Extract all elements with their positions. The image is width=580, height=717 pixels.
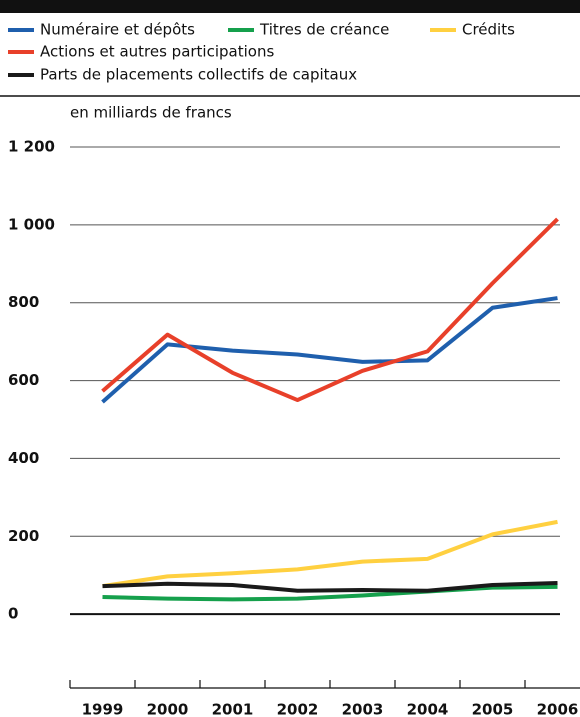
x-tick-label: 2004	[407, 701, 449, 717]
legend-label: Actions et autres participations	[40, 43, 274, 61]
legend-label: Parts de placements collectifs de capita…	[40, 66, 357, 84]
series-line	[102, 584, 558, 602]
y-tick-label: 1 000	[8, 215, 55, 233]
top-band	[0, 0, 580, 13]
y-tick-label: 1 200	[8, 138, 55, 156]
legend-label: Crédits	[462, 21, 515, 39]
x-tick-label: 2002	[277, 701, 319, 717]
y-tick-label: 0	[8, 605, 18, 623]
x-tick-label: 2006	[537, 701, 579, 717]
series-line	[102, 519, 558, 589]
y-tick-label: 200	[8, 527, 39, 545]
series-line	[101, 217, 559, 403]
y-tick-label: 600	[8, 371, 39, 389]
series-line	[101, 296, 558, 404]
x-tick-label: 2003	[342, 701, 384, 717]
y-tick-label: 800	[8, 293, 39, 311]
x-tick-label: 2000	[147, 701, 189, 717]
y-tick-label: 400	[8, 449, 39, 467]
x-tick-label: 1999	[82, 701, 124, 717]
x-tick-label: 2001	[212, 701, 254, 717]
legend-label: Titres de créance	[259, 21, 389, 39]
y-axis-label: en milliards de francs	[70, 104, 232, 122]
x-tick-label: 2005	[472, 701, 514, 717]
series-line	[102, 581, 558, 593]
legend-label: Numéraire et dépôts	[40, 21, 195, 39]
